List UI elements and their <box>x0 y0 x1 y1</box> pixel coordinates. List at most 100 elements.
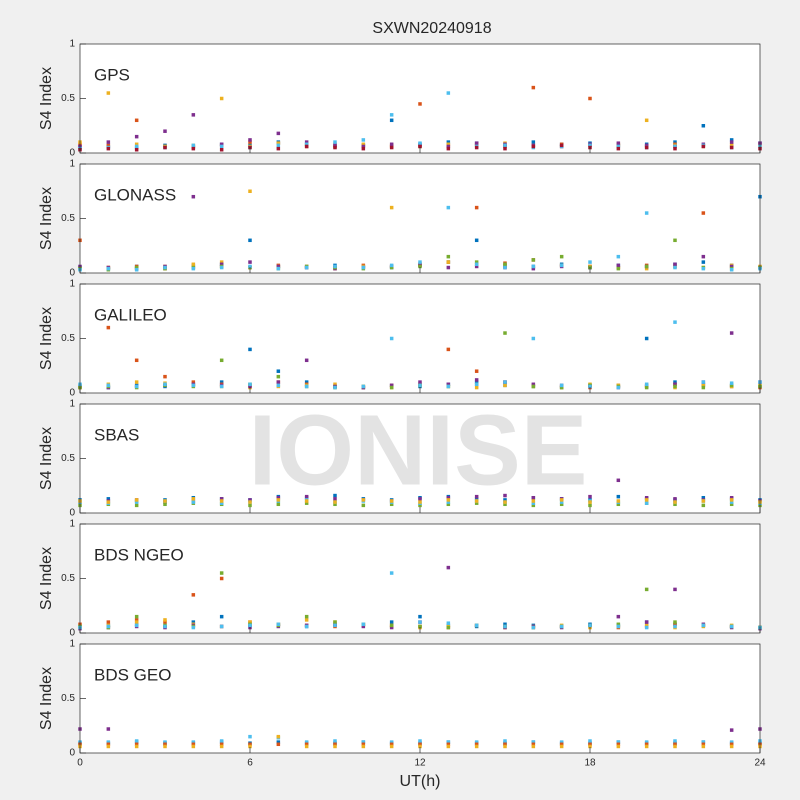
data-point <box>644 744 649 749</box>
y-axis-label: S4 Index <box>38 187 55 250</box>
data-point <box>559 742 564 747</box>
y-tick-label: 1 <box>69 159 75 170</box>
data-point <box>673 262 677 267</box>
data-point <box>673 144 677 149</box>
data-point <box>446 205 451 210</box>
data-point <box>418 380 422 384</box>
data-point <box>333 744 337 749</box>
data-point <box>701 380 706 384</box>
data-point <box>474 262 479 267</box>
data-point <box>219 576 224 581</box>
data-point <box>503 380 507 384</box>
data-point <box>588 739 592 743</box>
data-point <box>446 625 451 630</box>
data-point <box>304 618 309 622</box>
data-point <box>531 499 536 503</box>
data-point <box>333 502 337 507</box>
data-point <box>559 502 564 507</box>
data-point <box>559 383 564 388</box>
data-point <box>304 499 309 503</box>
data-point <box>389 385 394 390</box>
data-point <box>134 500 139 504</box>
data-point <box>729 500 734 504</box>
data-point <box>701 503 706 508</box>
data-point <box>106 727 111 731</box>
data-point <box>248 500 252 504</box>
data-point <box>134 380 139 384</box>
data-point <box>446 498 451 502</box>
data-point <box>106 383 111 388</box>
data-point <box>588 503 592 508</box>
data-point <box>389 502 394 507</box>
data-point <box>644 211 649 215</box>
data-point <box>219 614 224 619</box>
y-tick-label: 1 <box>69 639 75 650</box>
x-tick-label: 18 <box>584 758 596 769</box>
data-point <box>474 740 479 744</box>
data-point <box>276 498 281 502</box>
data-point <box>531 384 536 389</box>
data-point <box>503 502 507 507</box>
data-point <box>701 124 706 128</box>
data-point <box>134 358 139 363</box>
data-point <box>474 378 479 382</box>
y-tick-label: 1 <box>69 39 75 50</box>
data-point <box>333 385 337 390</box>
data-point <box>446 91 451 95</box>
data-point <box>219 358 224 363</box>
data-point <box>446 495 451 500</box>
data-point <box>673 380 677 384</box>
data-point <box>361 744 366 749</box>
data-point <box>248 238 252 243</box>
data-point <box>531 501 536 505</box>
data-point <box>361 503 366 508</box>
data-point <box>729 742 734 747</box>
y-tick-label: 0.5 <box>61 93 75 104</box>
data-point <box>219 260 224 264</box>
data-point <box>248 140 252 144</box>
data-point <box>248 742 252 747</box>
data-point <box>446 502 451 507</box>
data-point <box>248 734 252 739</box>
data-point <box>446 500 451 504</box>
data-point <box>191 113 196 117</box>
data-point <box>531 140 536 144</box>
data-point <box>134 503 139 508</box>
data-point <box>248 620 252 624</box>
data-point <box>559 740 564 744</box>
data-point <box>446 146 451 151</box>
data-point <box>304 494 309 499</box>
y-tick-label: 1 <box>69 399 75 410</box>
data-point <box>729 498 734 502</box>
data-point <box>673 238 677 243</box>
data-point <box>106 325 111 330</box>
data-point <box>701 260 706 264</box>
y-tick-label: 0.5 <box>61 573 75 584</box>
data-point <box>191 266 196 271</box>
y-tick-label: 0 <box>69 748 75 759</box>
data-point <box>531 382 536 387</box>
data-point <box>531 266 536 271</box>
data-point <box>701 211 706 215</box>
data-point <box>644 620 649 624</box>
panel: 0 0.5 1 SBAS S4 Index <box>38 399 762 519</box>
data-point <box>673 744 677 749</box>
data-point <box>219 501 224 505</box>
data-point <box>644 501 649 505</box>
data-point <box>418 614 422 619</box>
data-point <box>673 320 677 324</box>
data-point <box>729 381 734 385</box>
data-point <box>389 113 394 117</box>
data-point <box>474 497 479 501</box>
data-point <box>276 369 281 373</box>
data-point <box>503 265 507 270</box>
data-point <box>729 740 734 744</box>
data-point <box>673 502 677 507</box>
data-point <box>219 499 224 503</box>
data-point <box>219 144 224 149</box>
data-point <box>276 374 281 379</box>
data-point <box>333 623 337 628</box>
y-axis-label: S4 Index <box>38 307 55 370</box>
data-point <box>616 742 621 747</box>
data-point <box>134 144 139 149</box>
